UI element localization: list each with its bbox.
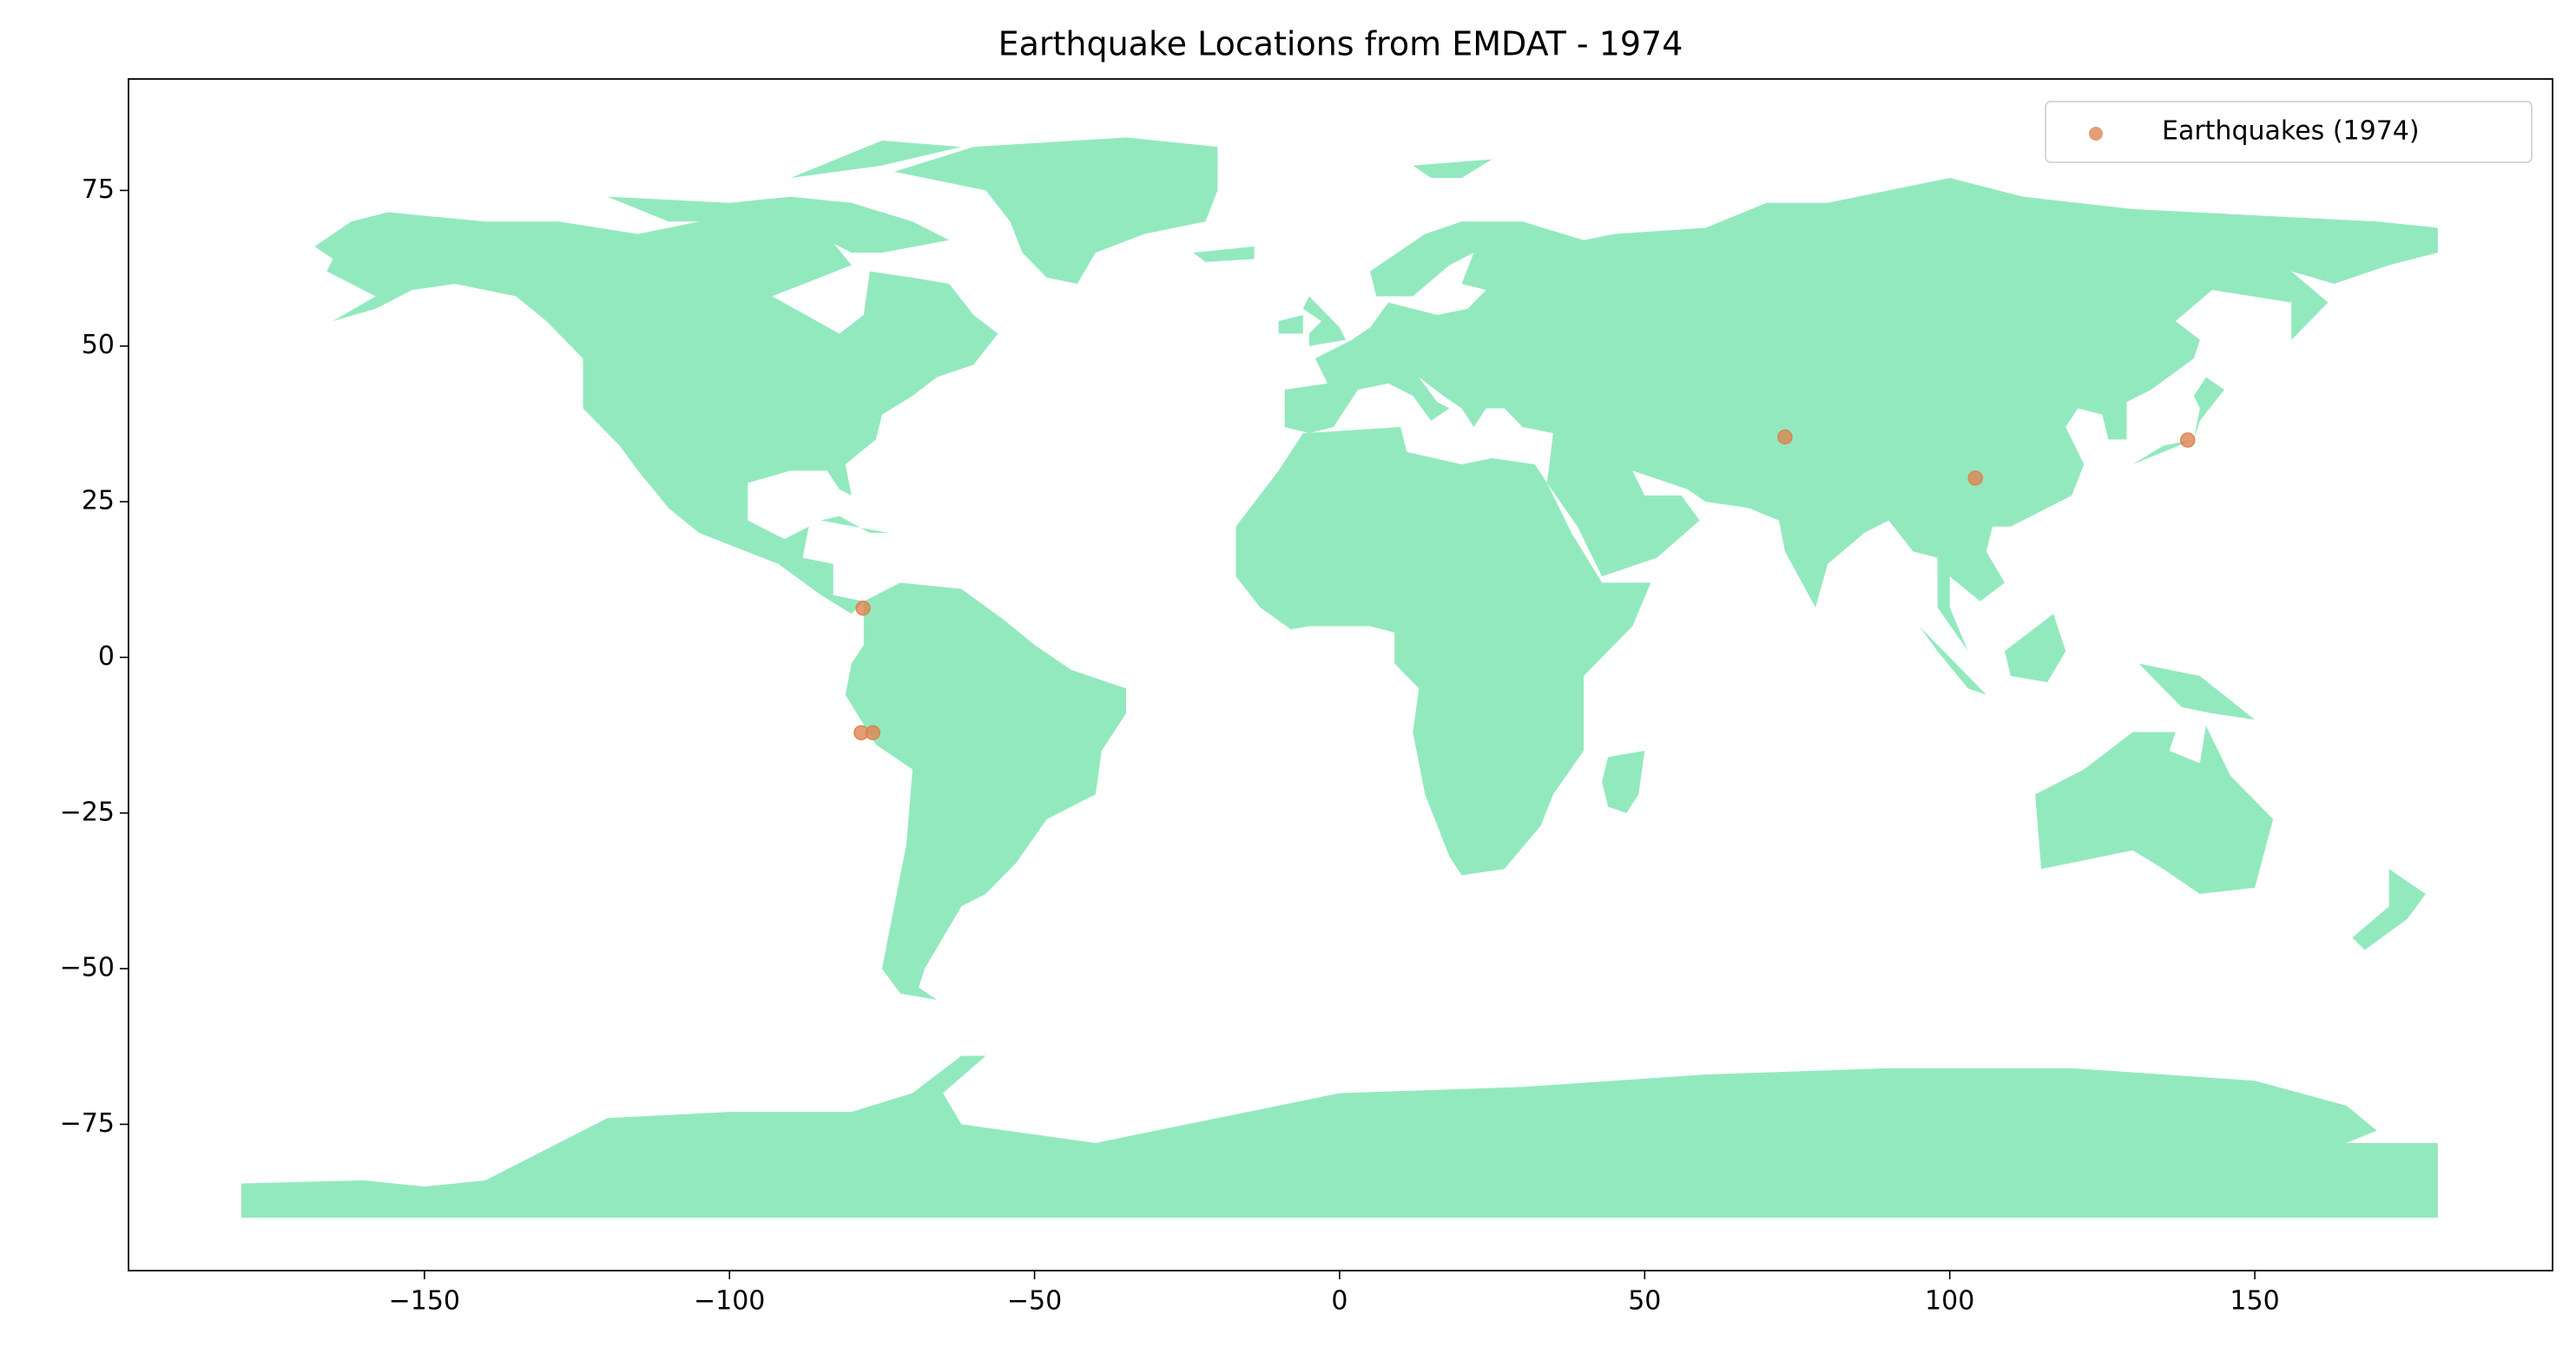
earthquake-point	[865, 725, 881, 740]
y-tick-label: −50	[60, 953, 115, 983]
land	[2132, 377, 2224, 465]
earthquake-point	[855, 600, 871, 616]
y-tick-label: 50	[82, 330, 115, 360]
land-layer	[241, 137, 2438, 1219]
earthquake-point	[1777, 429, 1793, 445]
y-tick-label: −25	[60, 797, 115, 827]
land	[1193, 246, 1255, 262]
land	[893, 137, 1218, 285]
land	[607, 196, 950, 253]
x-tick-label: −50	[1007, 1286, 1062, 1317]
land	[1302, 296, 1346, 346]
land	[1919, 626, 1986, 695]
axes-frame	[128, 78, 2553, 1271]
legend-label: Earthquakes (1974)	[2162, 116, 2420, 147]
y-tick-label: 75	[82, 174, 115, 205]
earthquake-point	[2180, 432, 2196, 448]
land	[845, 582, 1126, 1000]
x-tick-label: 100	[1925, 1286, 1974, 1317]
x-tick-label: 150	[2230, 1286, 2279, 1317]
land	[2352, 869, 2426, 950]
y-tick-label: 25	[82, 486, 115, 516]
land	[1278, 314, 1303, 334]
chart-title: Earthquake Locations from EMDAT - 1974	[998, 25, 1683, 63]
x-tick-label: 0	[1331, 1286, 1347, 1317]
land	[314, 208, 998, 614]
land	[820, 516, 888, 533]
land	[1602, 751, 1645, 813]
land	[241, 1055, 2438, 1219]
y-tick-label: −75	[60, 1108, 115, 1139]
land	[1235, 426, 1651, 876]
land	[1284, 178, 2438, 652]
land	[2138, 663, 2256, 720]
x-tick-label: −150	[389, 1286, 460, 1317]
earthquake-point	[1967, 470, 1983, 486]
legend-marker	[2089, 127, 2103, 141]
land	[2004, 614, 2066, 683]
land	[2035, 726, 2274, 895]
land	[790, 141, 962, 179]
x-tick-label: −100	[694, 1286, 765, 1317]
x-tick-label: 50	[1628, 1286, 1661, 1317]
y-tick-label: 0	[98, 641, 115, 672]
land	[1413, 159, 1492, 179]
legend-box	[2045, 101, 2533, 163]
